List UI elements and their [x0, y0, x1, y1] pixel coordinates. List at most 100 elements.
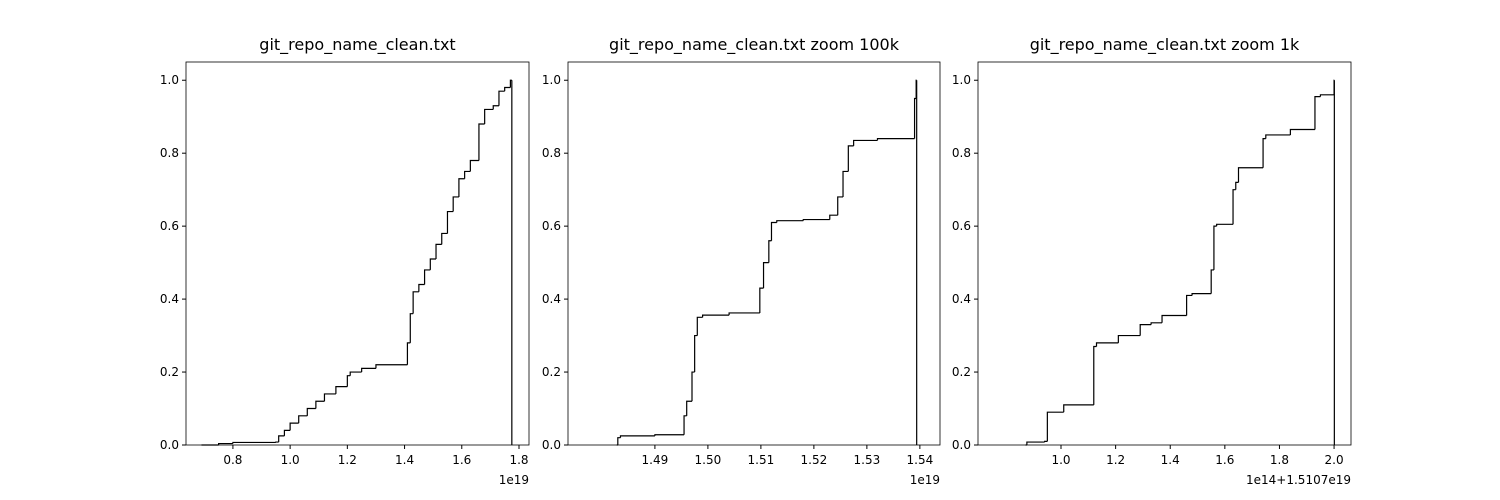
step-segment: [683, 415, 687, 435]
step-segment: [335, 386, 348, 394]
step-segment: [1216, 223, 1234, 227]
step-segment: [829, 214, 838, 220]
y-tick-label: 0.6: [952, 219, 971, 233]
y-tick-label: 1.0: [160, 73, 179, 87]
step-segment: [452, 196, 459, 212]
x-offset-text: 1e19: [910, 473, 940, 487]
step-segment: [464, 170, 471, 179]
step-segment: [446, 210, 454, 234]
step-segment: [842, 170, 849, 197]
y-tick-label: 0.4: [952, 292, 971, 306]
y-tick-label: 0.8: [542, 146, 561, 160]
step-segment: [412, 291, 419, 314]
step-segment: [478, 123, 485, 161]
step-segment: [776, 220, 804, 223]
step-segment: [1235, 181, 1239, 190]
x-tick-label: 1.53: [854, 453, 881, 467]
step-segment: [423, 269, 431, 285]
x-tick-label: 1.6: [1215, 453, 1234, 467]
step-segment: [469, 159, 479, 172]
step-segment: [1319, 94, 1335, 97]
step-segment: [1139, 324, 1152, 336]
step-segment: [361, 367, 376, 373]
y-tick-label: 0.8: [952, 146, 971, 160]
step-segment: [1186, 294, 1193, 316]
step-segment: [701, 314, 730, 318]
x-tick-label: 2.0: [1325, 453, 1344, 467]
y-tick-label: 1.0: [542, 73, 561, 87]
x-tick-label: 1.50: [695, 453, 722, 467]
step-segment: [315, 400, 325, 409]
step-segment: [504, 86, 511, 92]
step-segment: [619, 435, 655, 438]
step-segment: [232, 441, 276, 444]
step-segment: [406, 342, 411, 365]
y-tick-label: 1.0: [952, 73, 971, 87]
step-segment: [759, 287, 764, 313]
x-tick-label: 1.8: [1270, 453, 1289, 467]
x-tick-label: 1.49: [642, 453, 669, 467]
step-segment: [441, 232, 448, 245]
x-tick-label: 1.0: [281, 453, 300, 467]
step-segment: [1117, 334, 1141, 343]
step-segment: [349, 371, 362, 376]
x-tick-label: 1.52: [801, 453, 828, 467]
step-segment: [696, 316, 703, 336]
step-segment: [323, 393, 336, 402]
x-tick-label: 1.4: [395, 453, 414, 467]
step-segment: [1210, 269, 1214, 294]
y-tick-label: 0.0: [160, 438, 179, 452]
step-segment: [876, 138, 915, 141]
step-segment: [654, 434, 685, 436]
step-segment: [694, 334, 698, 373]
step-segment: [458, 178, 465, 197]
axes-frame: [977, 61, 1352, 446]
y-tick-label: 0.4: [542, 292, 561, 306]
x-tick-label: 1.6: [452, 453, 471, 467]
step-segment: [418, 283, 425, 292]
step-segment: [1289, 128, 1315, 135]
step-segment: [853, 139, 878, 146]
step-segment: [498, 90, 505, 106]
y-tick-label: 0.4: [160, 292, 179, 306]
step-segment: [1262, 138, 1266, 168]
step-segment: [278, 435, 285, 443]
step-segment: [435, 243, 442, 259]
chart-title: git_repo_name_clean.txt: [259, 35, 455, 55]
step-segment: [289, 422, 299, 431]
step-segment: [1063, 404, 1094, 413]
axes-frame: [567, 61, 941, 446]
step-segment: [1213, 225, 1217, 270]
step-segment: [1150, 322, 1163, 325]
x-tick-label: 1.8: [509, 453, 528, 467]
y-tick-label: 0.6: [160, 219, 179, 233]
step-segment: [1093, 345, 1097, 405]
x-tick-label: 1.54: [907, 453, 934, 467]
step-segment: [306, 407, 316, 416]
step-segment: [686, 400, 692, 416]
x-tick-label: 1.4: [1161, 453, 1180, 467]
y-tick-label: 0.8: [160, 146, 179, 160]
chart-title: git_repo_name_clean.txt zoom 1k: [1030, 35, 1300, 55]
chart-title: git_repo_name_clean.txt zoom 100k: [609, 35, 900, 55]
step-segment: [492, 105, 499, 110]
step-segment: [847, 145, 854, 172]
axes-frame: [185, 61, 530, 446]
step-segment: [770, 221, 777, 241]
x-offset-text: 1e14+1.5107e19: [1246, 473, 1351, 487]
step-segment: [1046, 411, 1064, 442]
step-segment: [802, 218, 830, 221]
y-tick-label: 0.2: [952, 365, 971, 379]
step-segment: [298, 415, 308, 424]
step-segment: [1044, 440, 1048, 443]
y-tick-label: 0.0: [542, 438, 561, 452]
y-tick-label: 0.2: [160, 365, 179, 379]
step-segment: [1314, 96, 1321, 130]
x-offset-text: 1e19: [499, 473, 529, 487]
step-segment: [283, 429, 291, 436]
x-tick-label: 0.8: [223, 453, 242, 467]
step-segment: [913, 97, 917, 139]
step-segment: [1026, 441, 1045, 445]
step-segment: [375, 364, 408, 369]
